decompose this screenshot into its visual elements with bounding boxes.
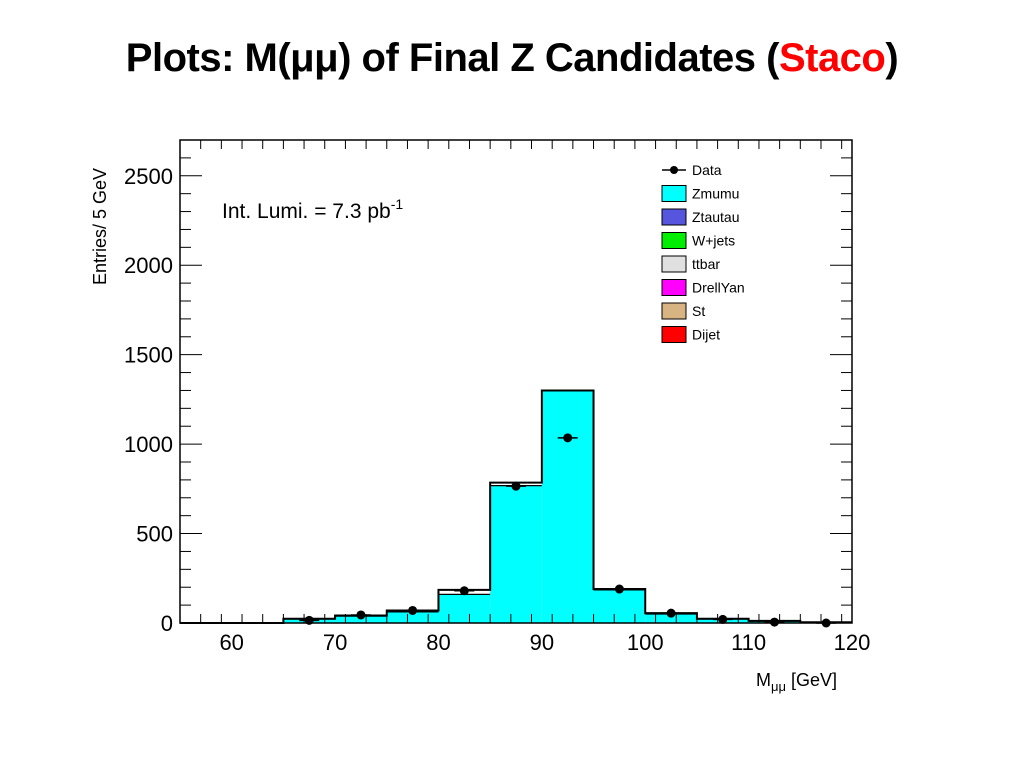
- data-point-102.5: [666, 608, 676, 618]
- luminosity-superscript: -1: [391, 196, 404, 212]
- plot-frame: [179, 139, 853, 624]
- y-tick-label-2500: 2500: [124, 164, 173, 189]
- luminosity-text: Int. Lumi. = 7.3 pb: [222, 200, 391, 223]
- bar-zmumu-70: [335, 616, 387, 623]
- slide-title-highlight: Staco: [778, 36, 886, 80]
- x-tick-label-120: 120: [834, 630, 871, 655]
- y-tick-label-0: 0: [161, 611, 173, 636]
- y-tick-label-500: 500: [136, 522, 173, 547]
- legend-label-ttbar: ttbar: [692, 256, 720, 272]
- y-tick-label-1500: 1500: [124, 343, 173, 368]
- data-point-72.5: [356, 610, 366, 620]
- y-tick-label-1000: 1000: [124, 432, 173, 457]
- x-tick-label-70: 70: [323, 630, 347, 655]
- legend-swatch-ttbar: [661, 255, 687, 273]
- legend-label-data: Data: [692, 162, 722, 178]
- x-tick-label-80: 80: [426, 630, 450, 655]
- legend: Data Zmumu Ztautau W+jets ttbar DrellYan St Dij…: [661, 162, 745, 343]
- x-tick-label-90: 90: [530, 630, 554, 655]
- x-axis-label-sub: μμ: [771, 679, 786, 694]
- legend-swatch-st: [661, 302, 687, 320]
- x-tick-label-60: 60: [219, 630, 243, 655]
- legend-label-drellyan: DrellYan: [692, 280, 745, 296]
- x-axis-label-unit: [GeV]: [786, 670, 837, 690]
- data-point-97.5: [614, 584, 624, 594]
- bar-zmumu-100: [645, 614, 697, 623]
- data-point-77.5: [408, 605, 418, 615]
- bar-zmumu-75: [386, 611, 439, 623]
- x-axis-label: Mμμ [GeV]: [756, 670, 837, 694]
- legend-swatch-ztautau: [661, 208, 687, 226]
- x-tick-label-100: 100: [627, 630, 664, 655]
- legend-label-st: St: [692, 303, 705, 319]
- slide-title: Plots: M(μμ) of Final Z Candidates (Stac…: [0, 36, 1024, 81]
- bar-zmumu-80: [438, 594, 491, 623]
- legend-label-ztautau: Ztautau: [692, 209, 739, 225]
- y-axis-ticks: 0 500 1000 1500 2000 2500: [124, 139, 852, 636]
- data-point-112.5: [769, 617, 779, 627]
- mc-bars: [283, 390, 852, 623]
- legend-swatch-wjets: [661, 232, 687, 249]
- legend-label-zmumu: Zmumu: [692, 186, 739, 202]
- legend-swatch-zmumu: [661, 185, 687, 202]
- x-axis-label-main: M: [756, 670, 771, 690]
- luminosity-annotation: Int. Lumi. = 7.3 pb-1: [222, 196, 403, 223]
- legend-swatch-drellyan: [661, 279, 687, 296]
- slide-title-prefix: Plots: M(μμ) of Final Z Candidates (: [125, 36, 780, 80]
- data-point-92.5: [563, 433, 573, 443]
- legend-swatch-dijet: [661, 326, 687, 343]
- data-point-87.5: [511, 481, 521, 491]
- legend-label-wjets: W+jets: [692, 233, 735, 249]
- bar-zmumu-95: [593, 589, 646, 623]
- legend-label-dijet: Dijet: [692, 327, 720, 343]
- bar-zmumu-85: [490, 485, 542, 623]
- y-tick-label-2000: 2000: [124, 253, 173, 278]
- data-point-82.5: [459, 586, 469, 596]
- bar-zmumu-90: [541, 390, 594, 623]
- x-axis-ticks: 60 70 80 90 100 110 120: [179, 140, 871, 655]
- data-point-107.5: [718, 614, 728, 624]
- x-tick-label-110: 110: [731, 630, 766, 655]
- y-axis-label: Entries/ 5 GeV: [90, 168, 110, 285]
- legend-data-marker: [670, 166, 678, 174]
- slide-title-suffix: ): [885, 36, 899, 80]
